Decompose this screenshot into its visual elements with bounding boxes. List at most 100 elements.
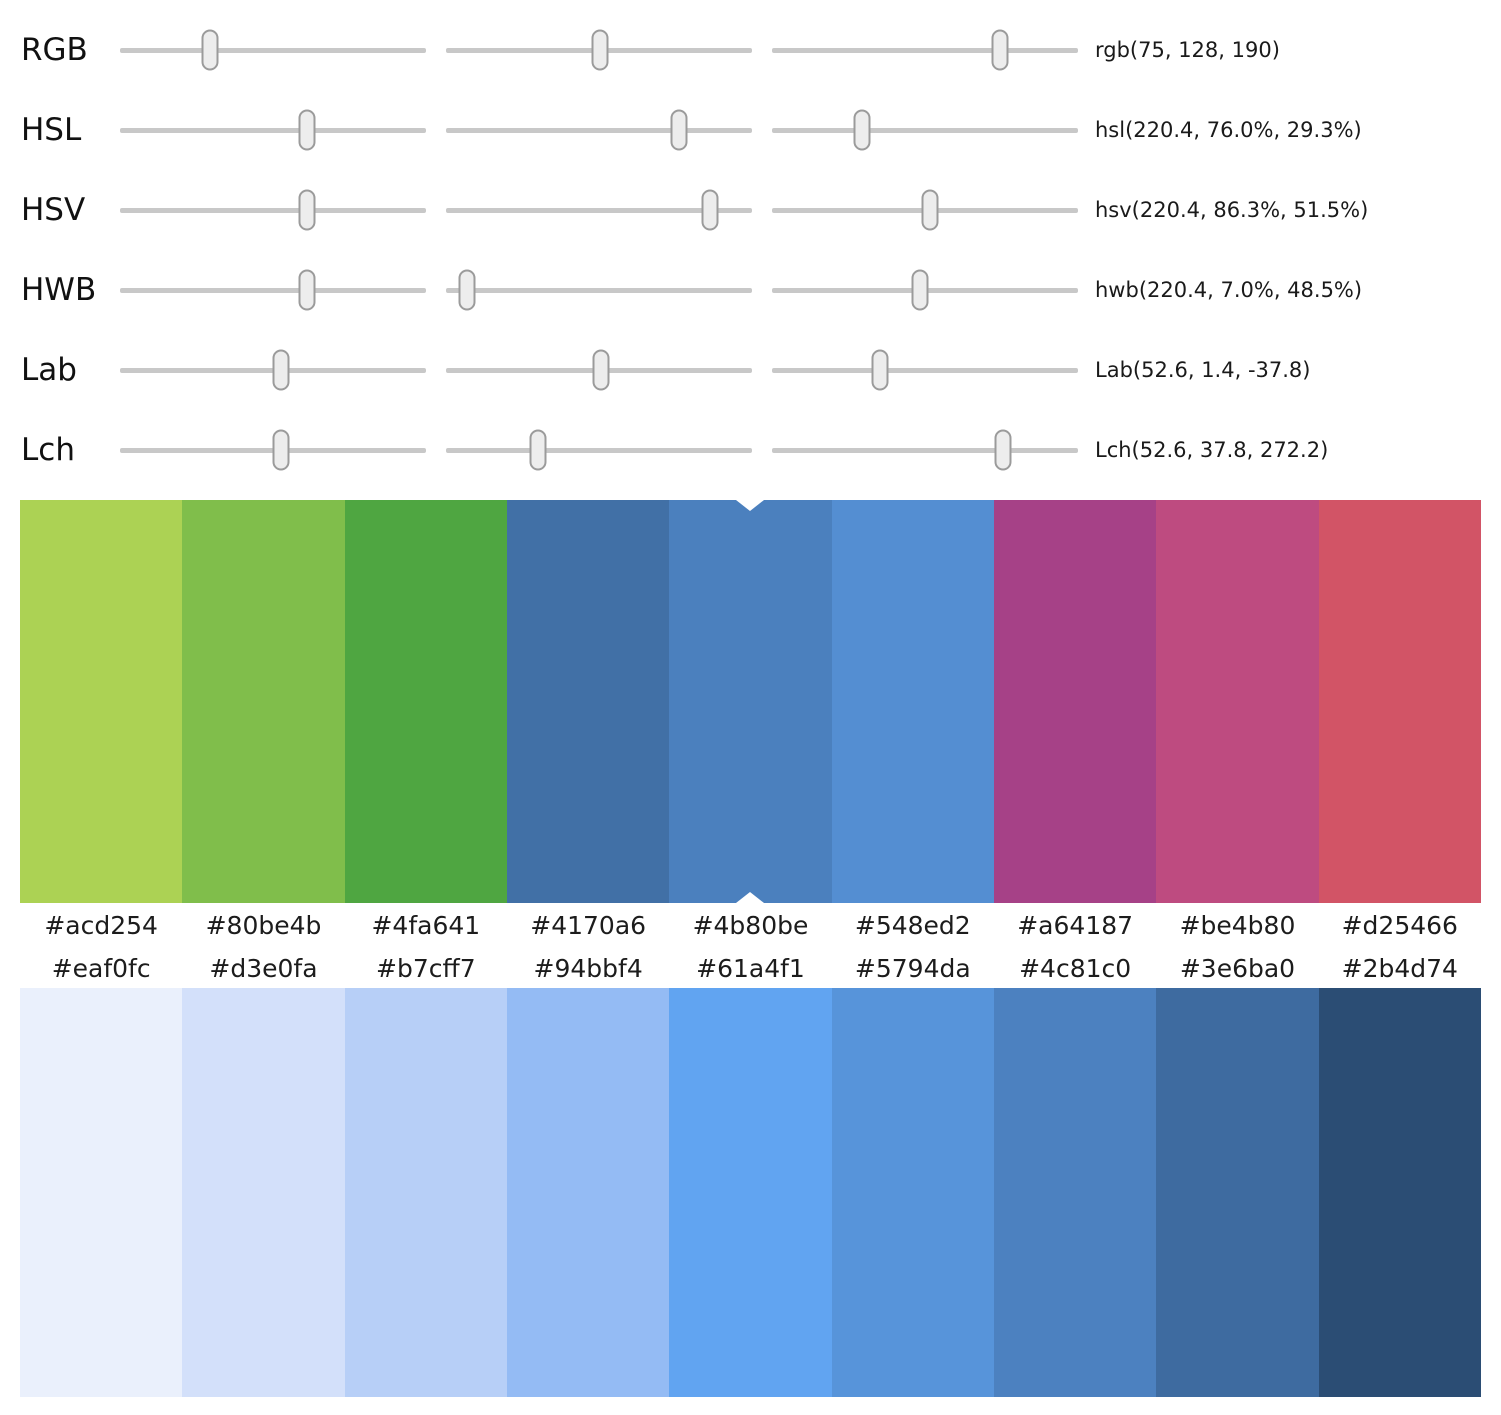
slider-track[interactable] bbox=[772, 189, 1078, 231]
tint-hex-label: #b7cff7 bbox=[376, 953, 476, 983]
slider-track[interactable] bbox=[446, 189, 752, 231]
hue-hex-label: #a64187 bbox=[1017, 911, 1134, 940]
slider-thumb[interactable] bbox=[994, 429, 1012, 471]
tint-hex-label: #5794da bbox=[854, 953, 971, 983]
slider-track-group bbox=[120, 429, 1078, 471]
slider-thumb[interactable] bbox=[591, 29, 609, 71]
slider-track[interactable] bbox=[772, 349, 1078, 391]
hue-swatch[interactable] bbox=[506, 500, 670, 903]
hue-swatch[interactable] bbox=[1318, 500, 1481, 903]
hue-swatch[interactable] bbox=[20, 500, 183, 903]
hue-hex-label: #be4b80 bbox=[1179, 911, 1296, 940]
slider-track[interactable] bbox=[772, 429, 1078, 471]
hue-swatch[interactable] bbox=[669, 500, 832, 903]
slider-track[interactable] bbox=[446, 109, 752, 151]
hue-hex-label: #acd254 bbox=[44, 911, 158, 940]
hue-hex-label: #548ed2 bbox=[854, 911, 971, 940]
slider-track[interactable] bbox=[772, 269, 1078, 311]
slider-thumb[interactable] bbox=[592, 349, 610, 391]
hue-swatch[interactable] bbox=[344, 500, 507, 903]
slider-thumb[interactable] bbox=[298, 109, 316, 151]
slider-thumb[interactable] bbox=[670, 109, 688, 151]
slider-row: HSL hsl(220.4, 76.0%, 29.3%) bbox=[0, 90, 1501, 170]
slider-track[interactable] bbox=[120, 269, 426, 311]
slider-row: HSV hsv(220.4, 86.3%, 51.5%) bbox=[0, 170, 1501, 250]
slider-thumb[interactable] bbox=[529, 429, 547, 471]
hue-hex-label: #4b80be bbox=[692, 911, 809, 940]
hue-hex-label: #d25466 bbox=[1341, 911, 1458, 940]
hue-hex-label: #4170a6 bbox=[530, 911, 647, 940]
hue-hex-label: #4fa641 bbox=[371, 911, 481, 940]
tint-hex-label: #3e6ba0 bbox=[1179, 953, 1296, 983]
tint-swatch[interactable] bbox=[669, 988, 832, 1397]
slider-thumb[interactable] bbox=[701, 189, 719, 231]
slider-row: RGB rgb(75, 128, 190) bbox=[0, 10, 1501, 90]
slider-track[interactable] bbox=[446, 29, 752, 71]
color-value-text: hwb(220.4, 7.0%, 48.5%) bbox=[1095, 278, 1363, 302]
slider-thumb[interactable] bbox=[298, 189, 316, 231]
tint-swatch[interactable] bbox=[831, 988, 994, 1397]
slider-track[interactable] bbox=[446, 269, 752, 311]
hue-swatch[interactable] bbox=[993, 500, 1157, 903]
slider-track-group bbox=[120, 189, 1078, 231]
color-model-label: Lch bbox=[21, 431, 75, 468]
tint-swatch[interactable] bbox=[1318, 988, 1481, 1397]
slider-thumb[interactable] bbox=[458, 269, 476, 311]
slider-track[interactable] bbox=[120, 109, 426, 151]
tint-swatch[interactable] bbox=[506, 988, 670, 1397]
hue-swatch[interactable] bbox=[1156, 500, 1319, 903]
slider-track[interactable] bbox=[446, 349, 752, 391]
slider-thumb[interactable] bbox=[991, 29, 1009, 71]
color-value-text: hsl(220.4, 76.0%, 29.3%) bbox=[1095, 118, 1362, 142]
color-value-text: Lch(52.6, 37.8, 272.2) bbox=[1095, 438, 1329, 462]
tint-hex-label: #61a4f1 bbox=[696, 953, 805, 983]
color-model-label: Lab bbox=[21, 351, 77, 388]
tint-swatch[interactable] bbox=[182, 988, 345, 1397]
color-model-label: HWB bbox=[21, 271, 97, 308]
slider-track-group bbox=[120, 109, 1078, 151]
slider-track[interactable] bbox=[446, 429, 752, 471]
slider-track[interactable] bbox=[772, 109, 1078, 151]
slider-track[interactable] bbox=[120, 29, 426, 71]
color-value-text: rgb(75, 128, 190) bbox=[1095, 38, 1280, 62]
slider-panel: RGB rgb(75, 128, 190) HSL bbox=[0, 0, 1501, 490]
slider-track[interactable] bbox=[120, 429, 426, 471]
slider-track-group bbox=[120, 29, 1078, 71]
slider-thumb[interactable] bbox=[853, 109, 871, 151]
slider-thumb[interactable] bbox=[201, 29, 219, 71]
hue-hex-label: #80be4b bbox=[205, 911, 322, 940]
slider-thumb[interactable] bbox=[272, 429, 290, 471]
tint-hex-label: #4c81c0 bbox=[1019, 953, 1132, 983]
tint-swatch[interactable] bbox=[20, 988, 183, 1397]
slider-track-group bbox=[120, 349, 1078, 391]
slider-row: HWB hwb(220.4, 7.0%, 48.5%) bbox=[0, 250, 1501, 330]
slider-thumb[interactable] bbox=[871, 349, 889, 391]
tint-swatch[interactable] bbox=[993, 988, 1157, 1397]
tint-hex-label: #d3e0fa bbox=[209, 953, 318, 983]
slider-track[interactable] bbox=[772, 29, 1078, 71]
hue-swatch[interactable] bbox=[182, 500, 345, 903]
color-model-label: HSV bbox=[21, 191, 86, 228]
tint-hex-label: #2b4d74 bbox=[1341, 953, 1458, 983]
slider-thumb[interactable] bbox=[298, 269, 316, 311]
slider-track[interactable] bbox=[120, 349, 426, 391]
tint-hex-label: #eaf0fc bbox=[51, 953, 151, 983]
selection-notch-bottom bbox=[736, 892, 765, 903]
color-model-label: RGB bbox=[21, 31, 88, 68]
selection-notch-top bbox=[736, 500, 765, 511]
slider-thumb[interactable] bbox=[272, 349, 290, 391]
slider-thumb[interactable] bbox=[921, 189, 939, 231]
tint-swatch[interactable] bbox=[1156, 988, 1319, 1397]
slider-thumb[interactable] bbox=[911, 269, 929, 311]
hue-swatch[interactable] bbox=[831, 500, 994, 903]
tint-hex-label: #94bbf4 bbox=[533, 953, 643, 983]
color-value-text: hsv(220.4, 86.3%, 51.5%) bbox=[1095, 198, 1369, 222]
tint-hex-row: #eaf0fc #d3e0fa #b7cff7 #94bbf4 #61a4f1 #5794… bbox=[20, 948, 1481, 988]
hue-palette bbox=[20, 500, 1481, 903]
slider-row: Lab Lab(52.6, 1.4, -37.8) bbox=[0, 330, 1501, 410]
tint-swatch[interactable] bbox=[344, 988, 507, 1397]
slider-track[interactable] bbox=[120, 189, 426, 231]
slider-row: Lch Lch(52.6, 37.8, 272.2) bbox=[0, 410, 1501, 490]
color-model-label: HSL bbox=[21, 111, 82, 148]
